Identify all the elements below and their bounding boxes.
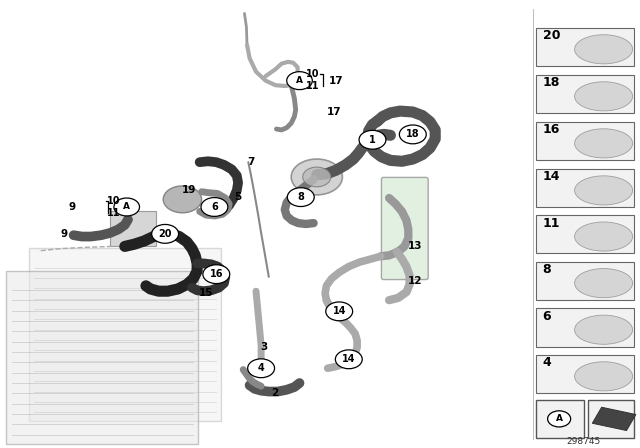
Text: 11: 11 [107, 208, 121, 218]
Circle shape [326, 302, 353, 321]
FancyBboxPatch shape [536, 355, 634, 393]
Text: 18: 18 [543, 76, 560, 90]
Text: 10: 10 [107, 196, 121, 206]
Text: 1: 1 [369, 135, 376, 145]
FancyBboxPatch shape [6, 271, 198, 444]
FancyBboxPatch shape [533, 9, 637, 439]
Text: 19: 19 [182, 185, 196, 195]
FancyBboxPatch shape [588, 400, 634, 438]
Circle shape [114, 198, 140, 216]
Text: A: A [296, 76, 303, 85]
Text: 20: 20 [543, 29, 560, 43]
Text: 6: 6 [543, 310, 551, 323]
Text: 9: 9 [60, 229, 68, 239]
FancyBboxPatch shape [536, 400, 584, 438]
Ellipse shape [575, 34, 633, 64]
Ellipse shape [575, 129, 633, 158]
Text: 14: 14 [332, 306, 346, 316]
Text: 6: 6 [211, 202, 218, 212]
Circle shape [163, 186, 202, 213]
Text: 3: 3 [260, 342, 268, 352]
Circle shape [201, 198, 228, 216]
Circle shape [287, 188, 314, 207]
FancyBboxPatch shape [536, 262, 634, 300]
Ellipse shape [575, 315, 633, 345]
Text: 18: 18 [406, 129, 420, 139]
Text: 8: 8 [543, 263, 551, 276]
Text: 9: 9 [68, 202, 76, 212]
Text: 17: 17 [329, 76, 343, 86]
Circle shape [152, 224, 179, 243]
Circle shape [303, 167, 331, 187]
FancyBboxPatch shape [29, 249, 221, 421]
Ellipse shape [575, 222, 633, 251]
Text: 14: 14 [543, 170, 560, 184]
Circle shape [203, 265, 230, 284]
Text: 17: 17 [327, 107, 341, 117]
Text: 7: 7 [247, 157, 255, 167]
FancyBboxPatch shape [536, 122, 634, 160]
Text: 16: 16 [543, 123, 560, 137]
Circle shape [248, 359, 275, 378]
Text: 298745: 298745 [566, 437, 601, 446]
Text: A: A [124, 202, 130, 211]
Text: 13: 13 [408, 241, 422, 251]
Text: 11: 11 [305, 81, 319, 91]
Polygon shape [592, 407, 636, 431]
Text: 16: 16 [209, 269, 223, 279]
Text: 5: 5 [234, 192, 242, 202]
Circle shape [399, 125, 426, 144]
Ellipse shape [575, 176, 633, 205]
FancyBboxPatch shape [536, 215, 634, 254]
FancyBboxPatch shape [536, 75, 634, 113]
Text: 10: 10 [305, 69, 319, 79]
Text: 2: 2 [271, 388, 279, 398]
FancyBboxPatch shape [536, 309, 634, 347]
Ellipse shape [575, 362, 633, 391]
Text: 20: 20 [158, 229, 172, 239]
Circle shape [291, 159, 342, 195]
Text: 15: 15 [199, 289, 213, 298]
Ellipse shape [575, 268, 633, 298]
Text: 14: 14 [342, 354, 356, 364]
Ellipse shape [575, 82, 633, 111]
Text: 12: 12 [408, 276, 422, 286]
Circle shape [287, 72, 312, 90]
Text: 4: 4 [258, 363, 264, 373]
FancyBboxPatch shape [110, 211, 156, 246]
FancyBboxPatch shape [381, 177, 428, 280]
Circle shape [548, 411, 571, 427]
Text: 11: 11 [543, 216, 560, 230]
Text: 4: 4 [543, 356, 552, 370]
FancyBboxPatch shape [536, 169, 634, 207]
Text: A: A [556, 414, 563, 423]
Circle shape [335, 350, 362, 369]
FancyBboxPatch shape [536, 28, 634, 66]
Circle shape [359, 130, 386, 149]
Text: 8: 8 [298, 192, 304, 202]
